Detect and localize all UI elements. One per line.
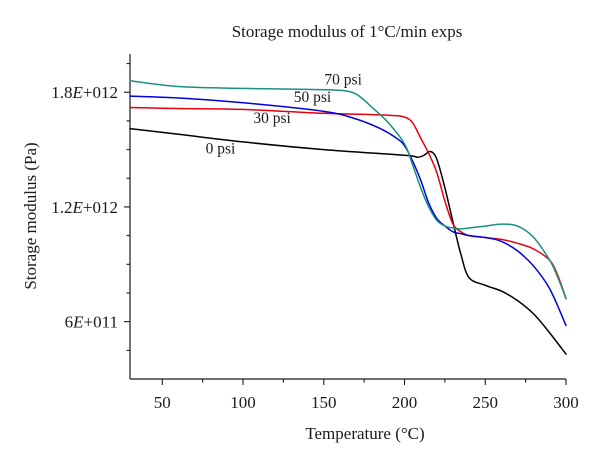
- series-annotation: 70 psi: [324, 72, 362, 89]
- series-annotation: 30 psi: [253, 110, 291, 127]
- y-tick-label: 1.8E+012: [51, 83, 118, 102]
- series-line-0-psi: [129, 127, 567, 355]
- chart-title: Storage modulus of 1°C/min exps: [232, 22, 463, 41]
- series-annotation: 50 psi: [294, 89, 332, 106]
- series-lines: [129, 80, 567, 355]
- x-tick-label: 300: [553, 393, 579, 412]
- y-axis-ticks: 6E+011 1.2E+012 1.8E+012: [51, 63, 130, 351]
- y-tick-label: 1.2E+012: [51, 198, 118, 217]
- x-tick-label: 150: [311, 393, 337, 412]
- series-annotation: 0 psi: [206, 140, 236, 157]
- x-tick-label: 50: [154, 393, 171, 412]
- y-axis-title: Storage modulus (Pa): [21, 142, 40, 289]
- x-tick-label: 100: [230, 393, 256, 412]
- series-line-70-psi: [129, 80, 567, 300]
- series-line-50-psi: [129, 95, 567, 327]
- x-axis-ticks: 50 100 150 200 250 300: [154, 379, 579, 412]
- plot-area: [130, 54, 566, 379]
- x-tick-label: 250: [473, 393, 499, 412]
- x-axis-title: Temperature (°C): [305, 424, 424, 443]
- series-line-30-psi: [129, 106, 567, 300]
- y-tick-label: 6E+011: [65, 313, 118, 332]
- x-tick-label: 200: [392, 393, 418, 412]
